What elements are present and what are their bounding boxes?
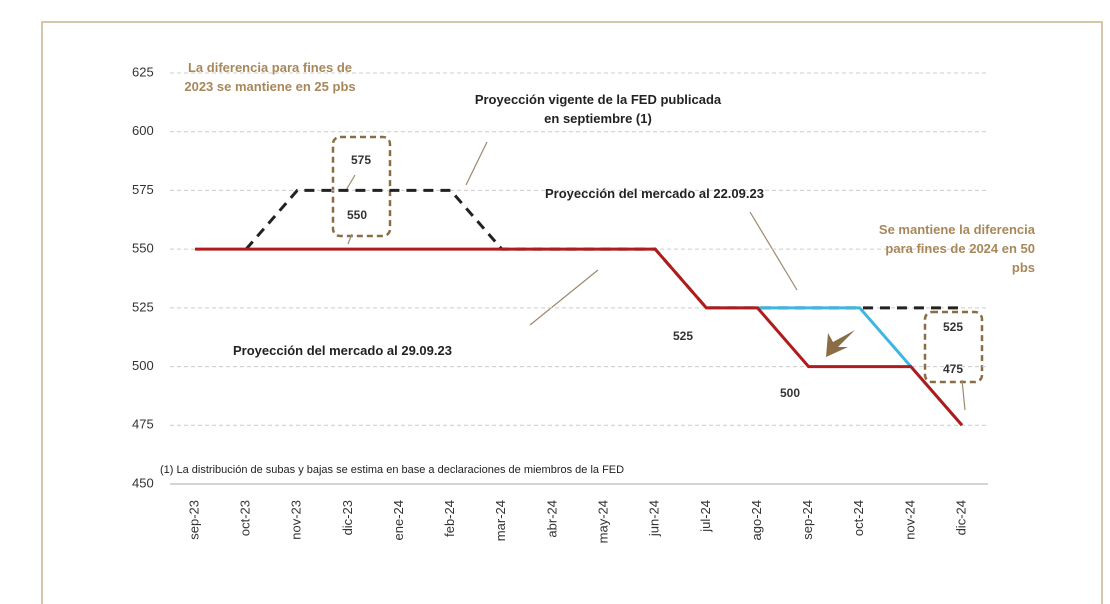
frame [41,21,1103,604]
point-label: 475 [943,362,963,376]
highlight-box [923,310,984,384]
x-tick-label: oct-23 [238,500,253,536]
y-tick-label: 575 [132,182,154,197]
x-tick-label: nov-24 [902,500,917,540]
y-tick-label: 625 [132,64,154,79]
series-label: Proyección vigente de la FED publicada e… [474,92,722,126]
annotation: Se mantiene la diferencia para fines de … [878,222,1035,275]
point-label: 575 [351,153,371,167]
series-label: Proyección del mercado al 22.09.23 [545,186,764,201]
x-tick-label: ene-24 [391,500,406,540]
footnote: (1) La distribución de subas y bajas se … [160,464,625,476]
y-tick-label: 550 [132,241,154,256]
y-tick-label: 525 [132,299,154,314]
y-tick-label: 600 [132,123,154,138]
x-tick-label: feb-24 [442,500,457,537]
point-label: 500 [780,386,800,400]
x-tick-label: dic-23 [340,500,355,535]
arrow-icon [826,330,855,357]
x-tick-label: abr-24 [544,500,559,538]
series-line [195,247,964,427]
pointers [344,141,966,411]
x-tick-label: sep-23 [186,500,201,540]
series-label: Proyección del mercado al 29.09.23 [233,343,452,358]
y-tick-label: 450 [132,475,154,490]
x-tick-label: dic-24 [953,500,968,535]
x-tick-label: jun-24 [647,500,662,537]
x-tick-label: ago-24 [749,500,764,540]
point-label: 525 [673,329,693,343]
annotation: La diferencia para fines de 2023 se mant… [184,60,356,94]
y-tick-label: 500 [132,358,154,373]
point-label: 550 [347,208,367,222]
point-label: 525 [943,320,963,334]
x-tick-label: oct-24 [851,500,866,536]
x-tick-label: nov-23 [289,500,304,540]
y-tick-label: 475 [132,417,154,432]
x-tick-label: may-24 [596,500,611,543]
x-tick-label: mar-24 [493,500,508,541]
x-tick-label: sep-24 [800,500,815,540]
highlight-box [331,135,392,238]
x-tick-label: jul-24 [698,500,713,533]
